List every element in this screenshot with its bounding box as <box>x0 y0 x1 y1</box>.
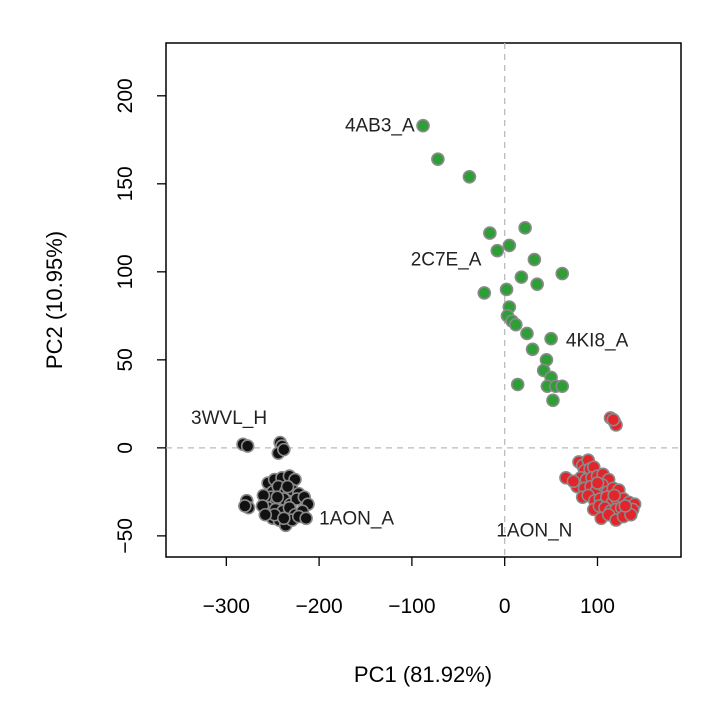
scatter-point <box>590 476 605 490</box>
scatter-point <box>277 511 291 526</box>
scatter-point <box>280 479 295 494</box>
scatter-point <box>510 377 525 392</box>
scatter-point <box>483 226 497 240</box>
scatter-point <box>544 331 558 346</box>
y-tick-label: 50 <box>114 348 137 371</box>
scatter-point <box>477 286 492 300</box>
point-annotations: 4AB3_A 2C7E_A 4KI8_A 3WVL_H 1AON_A 1AON_N <box>191 116 629 542</box>
scatter-point <box>509 317 523 332</box>
scatter-point <box>518 221 532 235</box>
scatter-point <box>514 270 529 284</box>
point-annotation: 4AB3_A <box>345 116 415 137</box>
scatter-point <box>416 118 430 133</box>
scatter-point <box>520 326 534 341</box>
x-tick-label: 100 <box>580 595 615 618</box>
x-axis-label: PC1 (81.92%) <box>354 662 492 687</box>
y-tick-label: 100 <box>114 254 137 289</box>
point-annotation: 4KI8_A <box>566 330 629 351</box>
y-tick-label: 200 <box>114 78 137 113</box>
scatter-point <box>462 169 477 184</box>
scatter-point <box>566 474 581 489</box>
scatter-point <box>299 511 313 526</box>
x-tick-label: −100 <box>388 595 435 618</box>
point-annotation: 3WVL_H <box>191 408 267 429</box>
scatter-point <box>606 412 621 427</box>
y-tick-label: −50 <box>114 518 137 554</box>
y-axis: −50 0 50 100 150 200 <box>114 78 166 554</box>
scatter-point <box>490 243 505 258</box>
scatter-point <box>546 393 560 408</box>
scatter-point <box>258 507 273 522</box>
x-tick-label: −300 <box>203 595 250 618</box>
scatter-point <box>277 442 291 457</box>
scatter-point <box>530 277 544 291</box>
y-tick-label: 150 <box>114 166 137 201</box>
plot-frame <box>165 42 682 558</box>
point-annotation: 2C7E_A <box>411 250 482 271</box>
y-tick-label: 0 <box>114 442 137 454</box>
scatter-point <box>499 282 514 297</box>
reference-lines <box>166 43 681 557</box>
x-tick-label: 0 <box>499 595 511 618</box>
scatter-point <box>607 488 621 503</box>
data-points <box>236 118 642 533</box>
scatter-point <box>238 499 252 513</box>
scatter-point <box>618 499 633 513</box>
point-annotation: 1AON_N <box>496 521 572 542</box>
point-annotation: 1AON_A <box>319 508 394 529</box>
y-axis-label: PC2 (10.95%) <box>42 231 67 369</box>
scatter-point <box>527 252 542 267</box>
x-tick-label: −200 <box>295 595 342 618</box>
scatter-point <box>502 238 517 253</box>
x-axis: −300 −200 −100 0 100 <box>203 557 615 618</box>
scatter-point <box>555 266 570 281</box>
scatter-point <box>525 342 540 357</box>
scatter-point <box>555 379 570 394</box>
scatter-point <box>431 152 445 166</box>
scatter-point <box>270 490 285 504</box>
scatter-point <box>240 439 255 453</box>
